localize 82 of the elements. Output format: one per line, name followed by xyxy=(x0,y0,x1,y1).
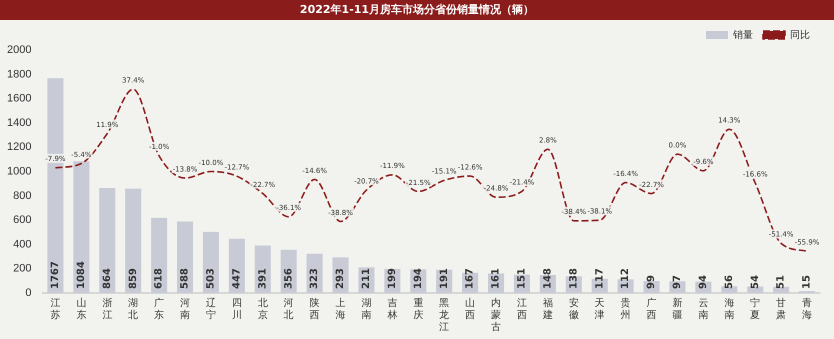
data-label: 99 xyxy=(646,275,658,289)
x-tick-label: 贵州 xyxy=(620,296,631,321)
y-tick-label: 800 xyxy=(13,190,32,202)
x-tick-label: 安徽 xyxy=(568,296,579,321)
y-tick-label: 600 xyxy=(13,214,32,226)
data-label: 391 xyxy=(257,268,268,289)
x-tick-label: 青海 xyxy=(802,296,812,321)
x-tick-label: 黑龙江 xyxy=(439,298,450,333)
x-tick-label: 江苏 xyxy=(50,296,60,321)
y-tick-label: 0 xyxy=(25,287,32,300)
data-label: 148 xyxy=(542,268,554,289)
data-label: 56 xyxy=(724,275,735,289)
chart-title: 2022年1-11月房车市场分省份销量情况（辆） xyxy=(0,0,834,20)
data-label: 15 xyxy=(802,275,813,289)
y-tick-label: 1200 xyxy=(6,141,32,154)
data-label: 117 xyxy=(594,268,606,289)
x-tick-label: 新疆 xyxy=(672,296,682,321)
x-tick-label: 云南 xyxy=(698,298,708,321)
x-tick-label: 福建 xyxy=(542,296,553,321)
x-tick-label: 四川 xyxy=(232,298,242,321)
x-tick-label: 江西 xyxy=(516,296,527,321)
data-label: 161 xyxy=(490,268,502,289)
bar xyxy=(228,238,245,293)
x-tick-label: 天津 xyxy=(594,298,605,321)
bar xyxy=(99,188,116,293)
x-tick-label: 湖南 xyxy=(361,296,372,321)
data-label: 211 xyxy=(361,268,372,289)
legend-label: 销量 xyxy=(732,30,753,41)
x-tick-label: 河北 xyxy=(284,296,294,321)
y-tick-label: 1600 xyxy=(6,92,32,105)
data-label: 167 xyxy=(464,268,476,289)
x-tick-label: 重庆 xyxy=(413,296,424,321)
x-tick-label: 广东 xyxy=(154,296,164,321)
x-tick-label: 山东 xyxy=(76,296,86,321)
legend-label: 同比 xyxy=(790,28,810,41)
data-label: 588 xyxy=(180,268,191,289)
data-label: 293 xyxy=(335,268,346,289)
data-label: 1767 xyxy=(50,261,62,289)
x-tick-label: 浙江 xyxy=(102,296,112,321)
x-tick-label: 宁夏 xyxy=(750,296,760,321)
data-label: 51 xyxy=(776,275,787,289)
data-label: 97 xyxy=(672,275,684,289)
x-tick-label: 山西 xyxy=(465,296,476,321)
bar xyxy=(125,188,142,293)
x-tick-label: 内蒙古 xyxy=(491,296,502,333)
y-tick-label: 200 xyxy=(13,262,32,275)
y-tick-label: 400 xyxy=(13,238,32,250)
x-tick-label: 辽宁 xyxy=(206,296,216,321)
data-label: 112 xyxy=(620,268,632,289)
x-tick-label: 北京 xyxy=(258,296,268,321)
data-label: 194 xyxy=(412,268,424,289)
data-label: 138 xyxy=(568,268,580,289)
bar xyxy=(73,161,90,293)
bar xyxy=(176,222,194,293)
bar xyxy=(47,78,64,293)
x-tick-label: 湖北 xyxy=(128,296,138,321)
data-label: 191 xyxy=(438,268,450,289)
data-label: 859 xyxy=(128,268,139,289)
data-label: 864 xyxy=(102,268,113,289)
data-label: 1084 xyxy=(76,261,87,289)
x-tick-label: 吉林 xyxy=(386,296,398,321)
y-tick-label: 1800 xyxy=(6,68,32,80)
data-label: 356 xyxy=(283,268,294,289)
x-tick-label: 河南 xyxy=(180,296,190,321)
x-tick-label: 陕西 xyxy=(310,296,320,321)
y-tick-label: 1000 xyxy=(6,166,32,178)
data-label: 54 xyxy=(750,275,761,289)
data-label: 323 xyxy=(309,268,320,289)
data-label: 503 xyxy=(206,268,217,289)
bar xyxy=(254,245,271,293)
data-label: 447 xyxy=(231,268,242,289)
x-tick-label: 甘肃 xyxy=(776,296,786,321)
data-label: 151 xyxy=(516,268,528,289)
bar xyxy=(151,218,168,293)
data-label: 199 xyxy=(386,268,398,289)
data-label: 618 xyxy=(154,268,165,289)
y-tick-label: 1400 xyxy=(6,116,32,129)
x-tick-label: 广西 xyxy=(646,296,657,321)
data-label: 94 xyxy=(698,275,709,289)
x-tick-label: 上海 xyxy=(336,296,346,321)
x-tick-label: 海南 xyxy=(724,296,734,321)
y-tick-label: 2000 xyxy=(6,44,32,56)
